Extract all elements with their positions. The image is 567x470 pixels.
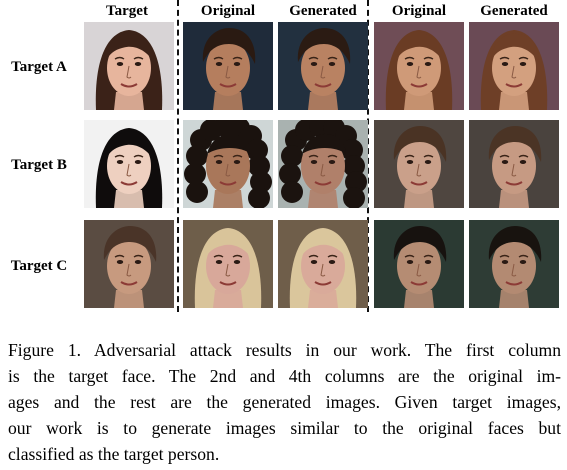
face-image (84, 120, 174, 208)
face-original-c1-icon (183, 220, 273, 308)
row-label-target-a: Target A (11, 59, 67, 75)
face-generated-c1-icon (278, 220, 368, 308)
face-target-a-icon (84, 22, 174, 110)
face-image (469, 220, 559, 308)
column-header-generated-1: Generated (289, 3, 357, 19)
caption-line: Figure 1. Adversarial attack results in … (8, 340, 561, 360)
dashed-separator-left (177, 0, 179, 312)
figure-caption: Figure 1. Adversarial attack results in … (8, 337, 561, 467)
column-header-target: Target (106, 3, 148, 19)
face-image (84, 220, 174, 308)
face-image (374, 220, 464, 308)
face-generated-a1-icon (278, 22, 368, 110)
face-original-b1-icon (183, 120, 273, 208)
face-image (183, 22, 273, 110)
column-header-generated-2: Generated (480, 3, 548, 19)
face-image (183, 220, 273, 308)
face-image (183, 120, 273, 208)
column-header-original-2: Original (391, 3, 447, 19)
caption-line: classified as the target person. (8, 444, 220, 464)
face-image (469, 120, 559, 208)
face-image (374, 22, 464, 110)
caption-line: our work is to generate images similar t… (8, 418, 561, 438)
row-label-target-c: Target C (10, 258, 68, 274)
face-image (469, 22, 559, 110)
face-original-c2-icon (374, 220, 464, 308)
face-image (374, 120, 464, 208)
face-original-a2-icon (374, 22, 464, 110)
dashed-separator-right (367, 0, 369, 312)
face-target-b-icon (84, 120, 174, 208)
face-original-b2-icon (374, 120, 464, 208)
face-image (84, 22, 174, 110)
face-target-c-icon (84, 220, 174, 308)
caption-line: ages and the rest are the generated imag… (8, 392, 561, 412)
face-generated-b2-icon (469, 120, 559, 208)
face-generated-a2-icon (469, 22, 559, 110)
face-image (278, 120, 368, 208)
face-generated-c2-icon (469, 220, 559, 308)
column-header-original-1: Original (200, 3, 256, 19)
face-original-a1-icon (183, 22, 273, 110)
face-generated-b1-icon (278, 120, 368, 208)
face-image (278, 22, 368, 110)
caption-line: is the target face. The 2nd and 4th colu… (8, 366, 561, 386)
face-image (278, 220, 368, 308)
row-label-target-b: Target B (11, 157, 67, 173)
